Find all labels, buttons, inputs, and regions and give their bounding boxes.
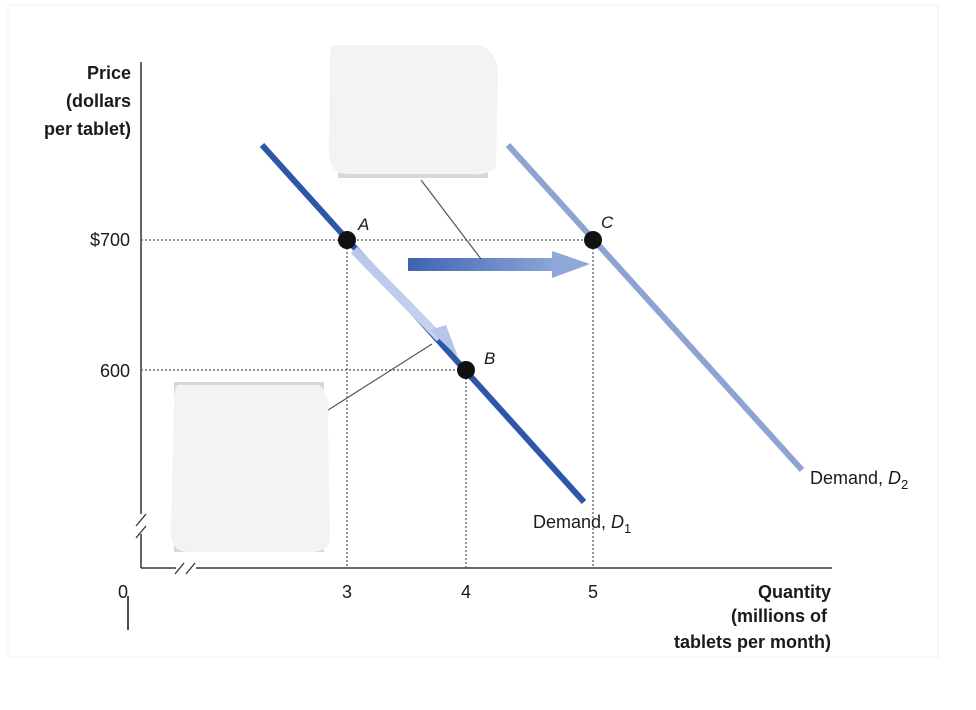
- point-b: [457, 361, 475, 379]
- y-axis-break-2: [135, 525, 147, 539]
- shift-arrow-shaft: [408, 258, 556, 271]
- x-tick-label-4: 4: [461, 582, 471, 602]
- demand-d1-label-main: Demand,: [533, 512, 611, 532]
- x-tick-label-5: 5: [588, 582, 598, 602]
- y-axis-break-1: [135, 513, 147, 527]
- point-a-label: A: [357, 215, 369, 234]
- x-tick-label-3: 3: [342, 582, 352, 602]
- callout-box-bottom: [170, 385, 330, 552]
- point-a: [338, 231, 356, 249]
- demand-d2-label: Demand, D2: [810, 468, 908, 492]
- point-b-label: B: [484, 349, 495, 368]
- y-tick-label-700: $700: [90, 230, 130, 250]
- demand-d2-label-sub: 2: [901, 477, 908, 492]
- y-axis-title-line-2: (dollars: [66, 91, 131, 111]
- demand-d1-label-var: D: [611, 512, 624, 532]
- x-axis-title-line-2: (millions of: [731, 606, 828, 626]
- plot-border: [7, 4, 939, 658]
- demand-d2-label-main: Demand,: [810, 468, 888, 488]
- origin-label: 0: [118, 582, 128, 602]
- callout-leader-top: [420, 179, 482, 260]
- y-tick-label-600: 600: [100, 361, 130, 381]
- y-axis-title-line-3: per tablet): [44, 119, 131, 139]
- demand-d2-line: [505, 142, 805, 473]
- x-axis-break-1: [174, 562, 185, 575]
- point-c: [584, 231, 602, 249]
- point-c-label: C: [601, 213, 614, 232]
- callout-box-top: [328, 45, 498, 175]
- y-axis-title-line-1: Price: [87, 63, 131, 83]
- demand-d2-label-var: D: [888, 468, 901, 488]
- x-axis-title-line-3: tablets per month): [674, 632, 831, 652]
- demand-d1-label-sub: 1: [624, 521, 631, 536]
- movement-arrow-shaft: [350, 246, 444, 342]
- movement-arrow-head: [430, 325, 458, 357]
- callout-leader-bottom: [324, 343, 433, 413]
- demand-d1-label: Demand, D1: [533, 512, 631, 536]
- x-axis-title-line-1: Quantity: [758, 582, 831, 602]
- shift-arrow-head: [552, 251, 590, 278]
- x-axis-break-2: [185, 562, 196, 575]
